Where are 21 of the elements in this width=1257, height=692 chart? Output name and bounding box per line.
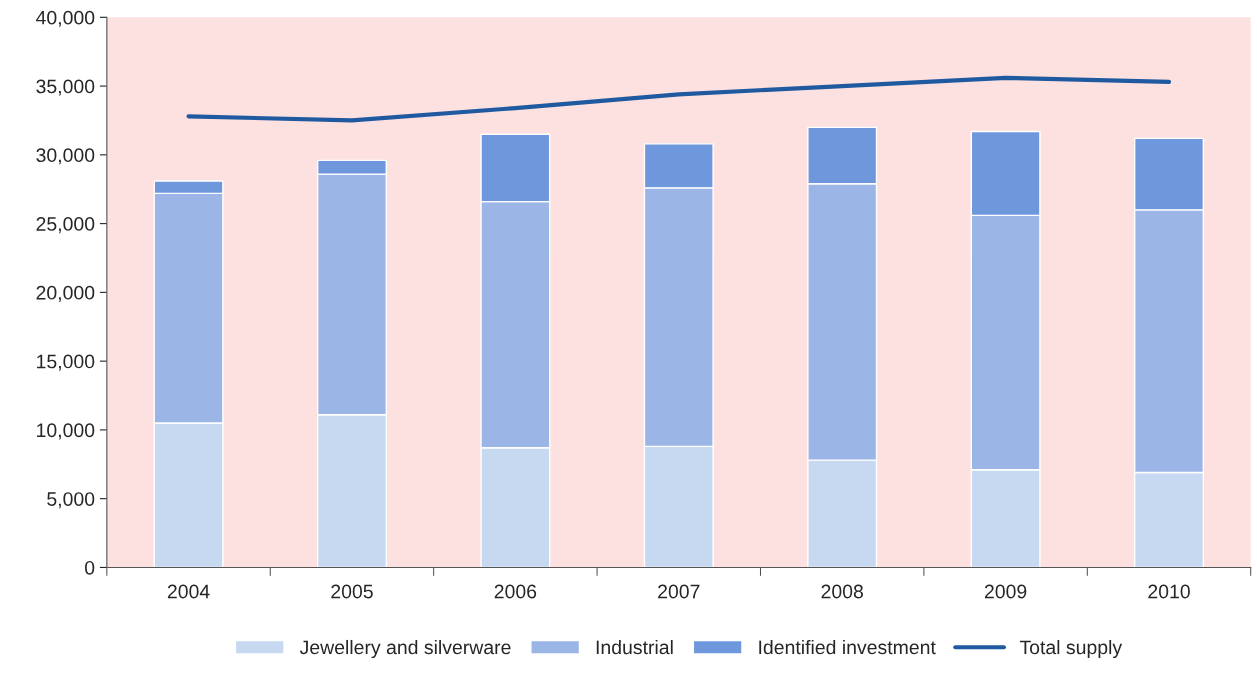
- y-tick-label: 30,000: [36, 148, 95, 165]
- x-tick-label: 2008: [821, 584, 863, 599]
- x-tick-label: 2009: [984, 584, 1027, 599]
- y-tick-label: 10,000: [37, 423, 95, 440]
- x-tick-label: 2007: [658, 584, 700, 599]
- line-series: [186, 75, 1172, 123]
- y-tick-label: 5,000: [47, 492, 95, 509]
- y-tick-label: 35,000: [36, 79, 95, 96]
- y-tick-label: 40,000: [36, 10, 95, 27]
- y-tick-label: 0: [84, 560, 95, 575]
- x-tick-label: 2010: [1148, 584, 1190, 599]
- legend-label: Total supply: [1019, 639, 1123, 659]
- legend-label: Identified investment: [759, 639, 936, 655]
- y-tick-label: 25,000: [36, 217, 95, 234]
- legend-label: Jewellery and silverware: [299, 639, 511, 659]
- legend-label: Industrial: [596, 639, 673, 655]
- y-tick-label: 20,000: [36, 285, 95, 302]
- y-tick-label: 15,000: [37, 354, 95, 371]
- x-tick-label: 2004: [167, 584, 210, 599]
- x-tick-label: 2006: [494, 584, 537, 599]
- x-tick-label: 2005: [331, 584, 373, 599]
